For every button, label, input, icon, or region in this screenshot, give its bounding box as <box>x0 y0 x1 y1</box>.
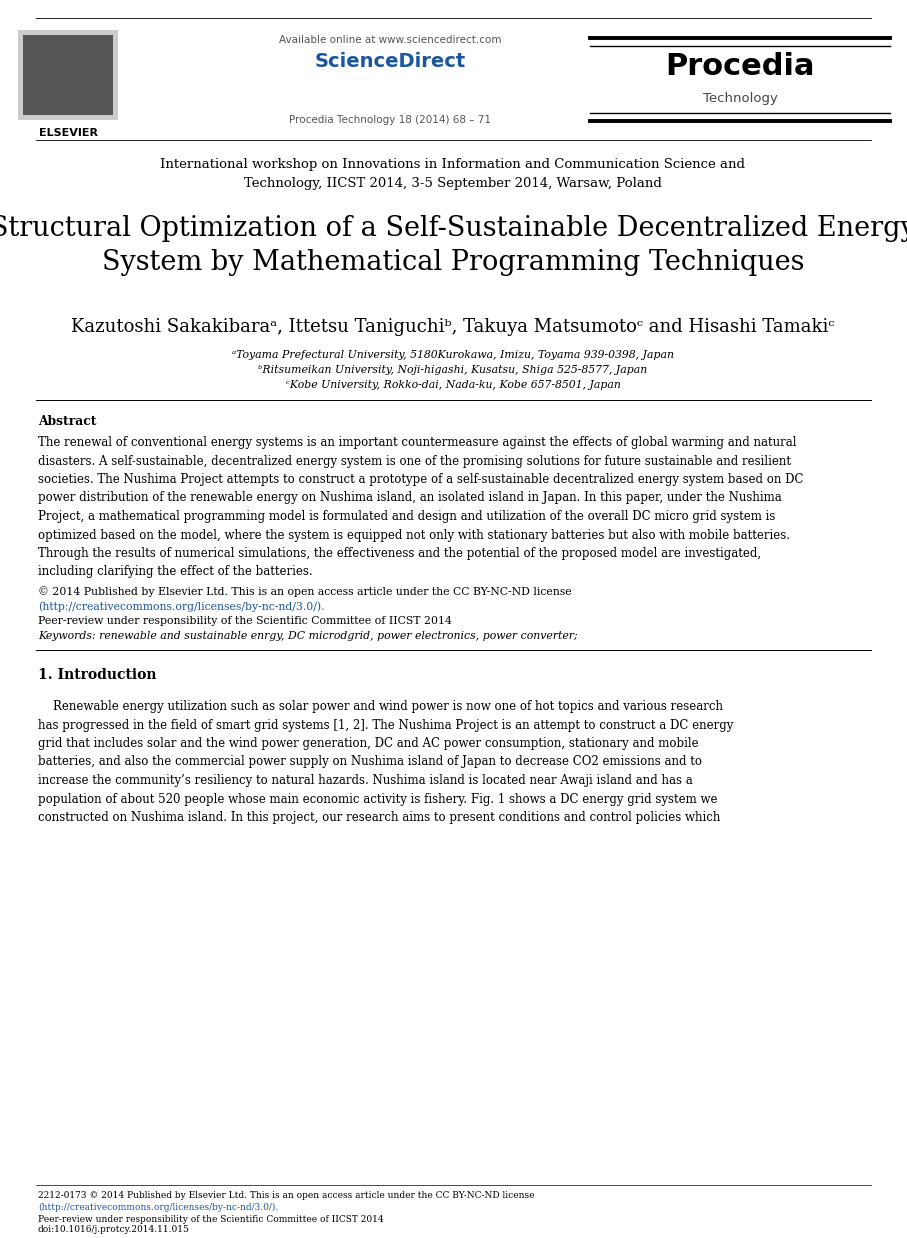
Text: Peer-review under responsibility of the Scientific Committee of IICST 2014: Peer-review under responsibility of the … <box>38 617 452 626</box>
Text: (http://creativecommons.org/licenses/by-nc-nd/3.0/).: (http://creativecommons.org/licenses/by-… <box>38 1203 278 1212</box>
Text: ᵃToyama Prefectural University, 5180Kurokawa, Imizu, Toyama 939-0398, Japan: ᵃToyama Prefectural University, 5180Kuro… <box>232 350 674 360</box>
Text: Peer-review under responsibility of the Scientific Committee of IICST 2014: Peer-review under responsibility of the … <box>38 1214 384 1224</box>
Text: 2212-0173 © 2014 Published by Elsevier Ltd. This is an open access article under: 2212-0173 © 2014 Published by Elsevier L… <box>38 1191 534 1200</box>
Text: Available online at www.sciencedirect.com: Available online at www.sciencedirect.co… <box>278 35 502 45</box>
Text: Renewable energy utilization such as solar power and wind power is now one of ho: Renewable energy utilization such as sol… <box>38 699 734 825</box>
Text: The renewal of conventional energy systems is an important countermeasure agains: The renewal of conventional energy syste… <box>38 436 804 578</box>
Text: 1. Introduction: 1. Introduction <box>38 669 157 682</box>
Text: Procedia Technology 18 (2014) 68 – 71: Procedia Technology 18 (2014) 68 – 71 <box>289 115 491 125</box>
Text: Abstract: Abstract <box>38 415 96 428</box>
Bar <box>18 30 118 120</box>
Text: ᶜKobe University, Rokko-dai, Nada-ku, Kobe 657-8501, Japan: ᶜKobe University, Rokko-dai, Nada-ku, Ko… <box>286 380 620 390</box>
Text: Kazutoshi Sakakibaraᵃ, Ittetsu Taniguchiᵇ, Takuya Matsumotoᶜ and Hisashi Tamakiᶜ: Kazutoshi Sakakibaraᵃ, Ittetsu Taniguchi… <box>72 318 834 335</box>
Text: Keywords: renewable and sustainable enrgy, DC microdgrid, power electronics, pow: Keywords: renewable and sustainable enrg… <box>38 631 578 641</box>
Text: (http://creativecommons.org/licenses/by-nc-nd/3.0/).: (http://creativecommons.org/licenses/by-… <box>38 600 325 612</box>
Text: ᵇRitsumeikan University, Noji-higashi, Kusatsu, Shiga 525-8577, Japan: ᵇRitsumeikan University, Noji-higashi, K… <box>258 365 648 375</box>
Text: Technology: Technology <box>703 92 777 105</box>
Text: International workshop on Innovations in Information and Communication Science a: International workshop on Innovations in… <box>161 158 746 189</box>
Text: © 2014 Published by Elsevier Ltd. This is an open access article under the CC BY: © 2014 Published by Elsevier Ltd. This i… <box>38 586 571 597</box>
Text: doi:10.1016/j.protcy.2014.11.015: doi:10.1016/j.protcy.2014.11.015 <box>38 1224 190 1234</box>
Text: ELSEVIER: ELSEVIER <box>38 128 97 137</box>
Text: ScienceDirect: ScienceDirect <box>315 52 465 71</box>
Text: Structural Optimization of a Self-Sustainable Decentralized Energy
System by Mat: Structural Optimization of a Self-Sustai… <box>0 215 907 276</box>
Text: Procedia: Procedia <box>665 52 814 80</box>
Bar <box>23 35 113 115</box>
